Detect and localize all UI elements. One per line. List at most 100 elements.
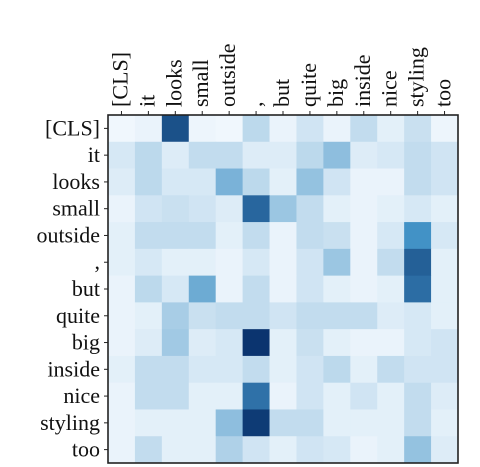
cell-10-5	[242, 382, 270, 410]
cell-2-8	[323, 168, 351, 196]
cell-6-10	[377, 275, 405, 303]
y-label-4: outside	[36, 222, 100, 247]
cell-2-7	[296, 168, 324, 196]
cell-1-8	[323, 141, 351, 169]
x-label-4: outside	[215, 43, 240, 107]
cell-9-5	[242, 355, 270, 384]
cell-5-5	[242, 248, 270, 277]
x-tick-labels: [CLS] it looks small outside, but quite big insi…	[107, 43, 455, 107]
cell-12-8	[323, 436, 351, 464]
cell-12-2	[161, 436, 190, 464]
cell-12-0	[108, 436, 136, 464]
cell-1-9	[350, 141, 378, 169]
cell-7-7	[296, 302, 324, 330]
cell-4-7	[296, 222, 324, 250]
cell-5-0	[108, 248, 136, 277]
cell-11-12	[431, 409, 459, 437]
cell-5-3	[188, 248, 217, 277]
cell-12-4	[215, 436, 244, 464]
cell-0-4	[215, 115, 244, 143]
cell-11-2	[161, 409, 190, 437]
cell-4-9	[350, 222, 378, 250]
cell-6-5	[242, 275, 270, 303]
cell-9-1	[134, 355, 163, 384]
cell-11-3	[188, 409, 217, 437]
y-label-10: nice	[63, 383, 100, 408]
cell-10-1	[134, 382, 163, 410]
cell-3-6	[269, 195, 297, 223]
cell-6-7	[296, 275, 324, 303]
y-label-6: but	[72, 276, 100, 301]
cell-1-7	[296, 141, 324, 169]
cell-3-3	[188, 195, 217, 223]
heatmap-cells	[108, 115, 459, 464]
x-label-2: looks	[161, 59, 186, 107]
cell-3-9	[350, 195, 378, 223]
x-label-3: small	[188, 59, 213, 107]
cell-6-11	[404, 275, 432, 303]
cell-4-2	[161, 222, 190, 250]
cell-3-5	[242, 195, 270, 223]
cell-2-10	[377, 168, 405, 196]
cell-10-4	[215, 382, 244, 410]
cell-0-3	[188, 115, 217, 143]
cell-12-9	[350, 436, 378, 464]
cell-10-12	[431, 382, 459, 410]
cell-10-3	[188, 382, 217, 410]
cell-6-3	[188, 275, 217, 303]
cell-10-0	[108, 382, 136, 410]
cell-11-10	[377, 409, 405, 437]
cell-2-3	[188, 168, 217, 196]
cell-8-5	[242, 329, 270, 357]
cell-6-6	[269, 275, 297, 303]
cell-8-9	[350, 329, 378, 357]
cell-0-10	[377, 115, 405, 143]
cell-4-11	[404, 222, 432, 250]
cell-3-4	[215, 195, 244, 223]
cell-12-3	[188, 436, 217, 464]
cell-11-1	[134, 409, 163, 437]
x-label-6: but	[269, 79, 294, 107]
y-label-3: small	[52, 196, 100, 221]
cell-9-2	[161, 355, 190, 384]
x-label-11: styling	[404, 47, 429, 107]
cell-2-5	[242, 168, 270, 196]
cell-3-1	[134, 195, 163, 223]
cell-11-6	[269, 409, 297, 437]
cell-8-3	[188, 329, 217, 357]
cell-12-11	[404, 436, 432, 464]
cell-8-2	[161, 329, 190, 357]
cell-7-10	[377, 302, 405, 330]
x-label-7: quite	[296, 63, 321, 107]
cell-4-5	[242, 222, 270, 250]
x-label-0: [CLS]	[107, 52, 132, 107]
cell-6-12	[431, 275, 459, 303]
cell-0-1	[134, 115, 163, 143]
cell-8-12	[431, 329, 459, 357]
cell-9-4	[215, 355, 244, 384]
x-label-5: ,	[242, 102, 267, 108]
cell-11-4	[215, 409, 244, 437]
x-label-9: inside	[350, 54, 375, 107]
cell-3-0	[108, 195, 136, 223]
cell-8-11	[404, 329, 432, 357]
cell-6-2	[161, 275, 190, 303]
cell-7-0	[108, 302, 136, 330]
cell-7-5	[242, 302, 270, 330]
cell-11-5	[242, 409, 270, 437]
cell-12-12	[431, 436, 459, 464]
cell-1-6	[269, 141, 297, 169]
cell-2-1	[134, 168, 163, 196]
y-label-12: too	[72, 437, 100, 462]
cell-4-1	[134, 222, 163, 250]
cell-1-0	[108, 141, 136, 169]
y-label-2: looks	[52, 169, 100, 194]
cell-8-10	[377, 329, 405, 357]
cell-1-4	[215, 141, 244, 169]
cell-11-9	[350, 409, 378, 437]
cell-1-11	[404, 141, 432, 169]
cell-0-8	[323, 115, 351, 143]
cell-4-4	[215, 222, 244, 250]
cell-4-12	[431, 222, 459, 250]
